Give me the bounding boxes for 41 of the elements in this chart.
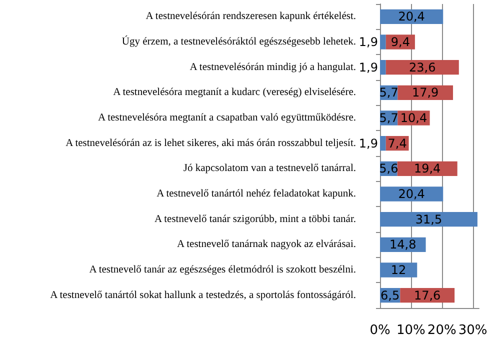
y-tick-label: A testnevelő tanártól sokat hallunk a testedzés, a sportolás fontosságáról. <box>50 290 356 301</box>
y-tick-label: A testnevelő tanárnak nagyok az elvárásai. <box>176 239 356 250</box>
x-tick-label: 30% <box>458 323 488 338</box>
data-label: 12 <box>390 263 406 277</box>
y-tick-label: A testnevelésórán az is lehet sikeres, aki más órán rosszabbul teljesít. <box>66 138 356 149</box>
y-tick-label: A testnevelésóra megtanít a csapatban való együttműködésre. <box>98 112 356 124</box>
y-tick-label: Úgy érzem, a testnevelésóráktól egészségesebb lehetek. <box>122 34 356 48</box>
y-tick-label: A testnevelő tanár az egészséges életmódról is szokott beszélni. <box>89 264 356 276</box>
y-tick-label: A testnevelő tanár szigorúbb, mint a többi tanár. <box>154 214 356 225</box>
data-label: 1,9 <box>358 136 378 150</box>
bar <box>380 34 386 50</box>
data-label: 5,7 <box>379 86 398 100</box>
data-label: 17,6 <box>414 288 441 302</box>
data-label: 10,4 <box>400 111 428 125</box>
data-label: 31,5 <box>415 212 442 226</box>
data-label: 23,6 <box>409 60 436 74</box>
y-tick-label: A testnevelésórán rendszeresen kapunk értékelést. <box>146 11 356 22</box>
data-label: 1,9 <box>358 35 378 49</box>
bar <box>380 136 386 151</box>
data-label: 7,4 <box>388 136 407 150</box>
data-label: 9,4 <box>390 35 410 49</box>
x-tick-label: 0% <box>370 323 390 338</box>
data-label: 17,9 <box>412 86 439 100</box>
y-tick-label: A testnevelő tanártól nehéz feladatokat kapunk. <box>156 188 356 200</box>
y-tick-label: A testnevelésóra megtanít a kudarc (vereség) elviselésére. <box>113 87 356 98</box>
data-label: 6,5 <box>380 288 400 302</box>
y-tick-label: Jó kapcsolatom van a testnevelő tanárral. <box>183 163 356 174</box>
y-tick-label: A testnevelésórán mindig jó a hangulat. <box>190 62 356 73</box>
x-tick-label: 10% <box>396 323 426 338</box>
data-label: 5,6 <box>379 162 398 176</box>
data-label: 20,4 <box>398 187 425 201</box>
x-tick-label: 20% <box>427 323 456 338</box>
data-label: 5,7 <box>379 111 398 125</box>
bar <box>380 262 418 278</box>
data-label: 14,8 <box>390 238 416 252</box>
data-label: 1,9 <box>358 60 378 74</box>
data-label: 19,4 <box>414 162 441 176</box>
data-label: 20,4 <box>398 10 425 24</box>
bar <box>380 60 386 75</box>
bar <box>380 212 478 227</box>
bar <box>380 186 444 202</box>
